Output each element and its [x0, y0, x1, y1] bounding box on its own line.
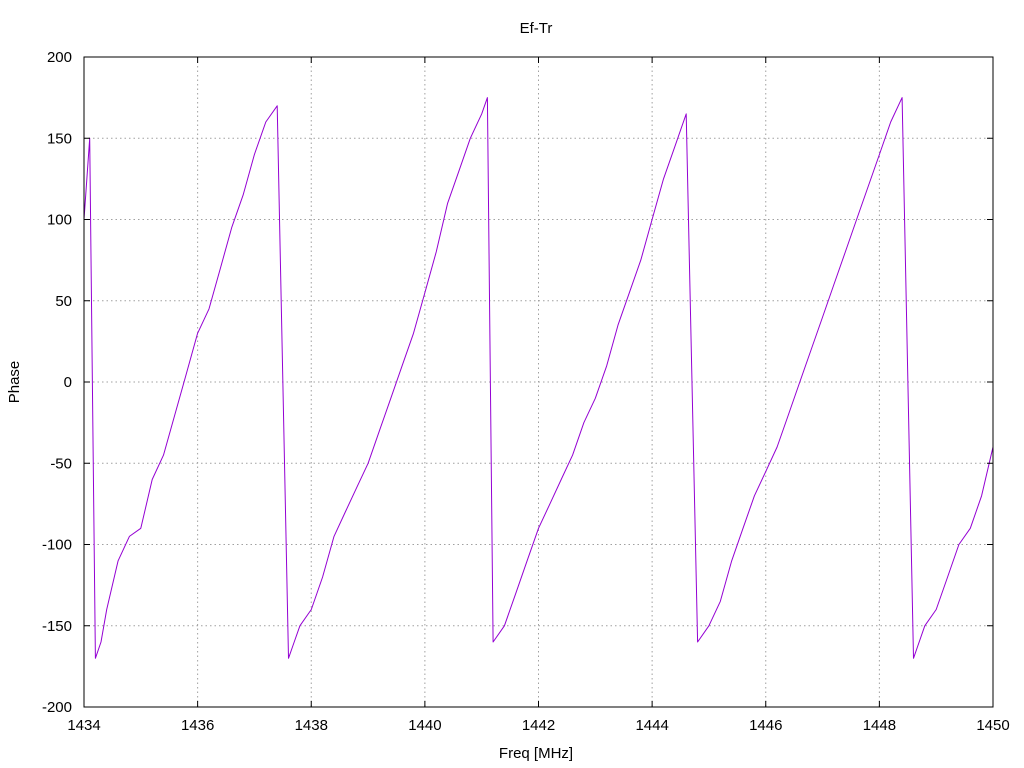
y-tick-label: 100 [47, 212, 72, 229]
x-tick-label: 1436 [181, 717, 214, 734]
x-tick-label: 1448 [863, 717, 896, 734]
x-tick-label: 1434 [67, 717, 100, 734]
x-tick-label: 1446 [749, 717, 782, 734]
x-tick-label: 1440 [408, 717, 441, 734]
x-axis-label: Freq [MHz] [499, 745, 573, 762]
y-tick-label: -50 [50, 455, 72, 472]
chart-title: Ef-Tr [520, 20, 553, 37]
y-tick-label: -200 [42, 699, 72, 716]
grid [84, 57, 993, 707]
y-tick-label: -150 [42, 618, 72, 635]
x-tick-label: 1444 [635, 717, 668, 734]
series-layer [83, 97, 994, 659]
y-tick-label: -100 [42, 537, 72, 554]
x-tick-label: 1442 [522, 717, 555, 734]
y-tick-label: 50 [55, 293, 72, 310]
y-tick-label: 0 [64, 374, 72, 391]
y-tick-label: 150 [47, 130, 72, 147]
x-tick-label: 1438 [295, 717, 328, 734]
y-axis-label: Phase [6, 361, 23, 404]
series-line-1 [83, 97, 994, 659]
x-tick-label: 1450 [976, 717, 1009, 734]
ticks: 1434 1436 1438 1440 1442 1444 1446 1448 1450 -200… [42, 49, 1010, 734]
y-tick-label: 200 [47, 49, 72, 66]
